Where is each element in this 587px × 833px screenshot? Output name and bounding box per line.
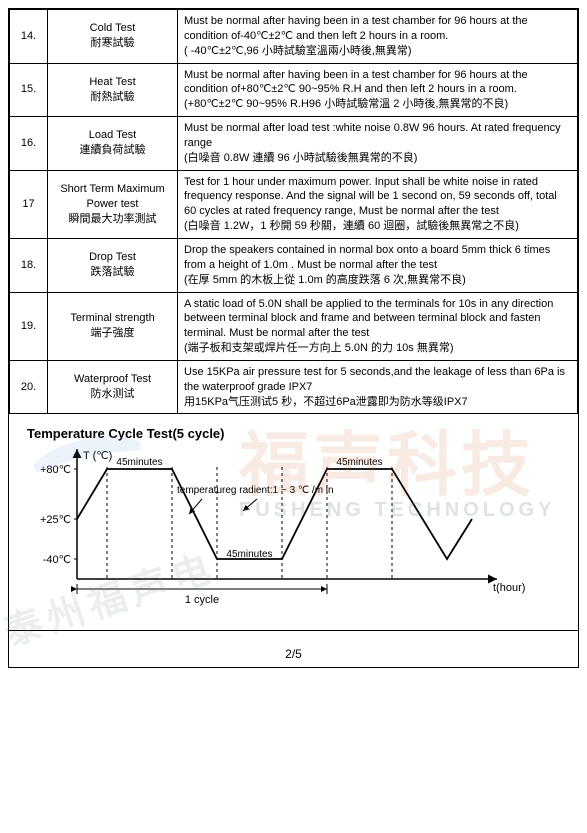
svg-text:temperatureg radient:1 ~ 3 ℃ /: temperatureg radient:1 ~ 3 ℃ /m in bbox=[177, 485, 334, 496]
svg-text:45minutes: 45minutes bbox=[336, 457, 382, 468]
spec-table: 14.Cold Test耐寒試驗Must be normal after hav… bbox=[9, 9, 578, 414]
test-description: Test for 1 hour under maximum power. Inp… bbox=[178, 170, 578, 238]
row-number: 19. bbox=[10, 292, 48, 360]
chart-section: Temperature Cycle Test(5 cycle) T (℃) t(h… bbox=[9, 414, 578, 630]
table-row: 15.Heat Test耐熱試驗Must be normal after hav… bbox=[10, 63, 578, 117]
test-description: Use 15KPa air pressure test for 5 second… bbox=[178, 360, 578, 414]
test-description: Must be normal after having been in a te… bbox=[178, 10, 578, 64]
svg-text:45minutes: 45minutes bbox=[116, 457, 162, 468]
test-description: Must be normal after load test :white no… bbox=[178, 117, 578, 171]
table-row: 16.Load Test連續負荷試驗Must be normal after l… bbox=[10, 117, 578, 171]
test-name: Waterproof Test防水测试 bbox=[48, 360, 178, 414]
test-name: Drop Test跌落試驗 bbox=[48, 238, 178, 292]
svg-text:t(hour): t(hour) bbox=[493, 582, 525, 594]
svg-text:T (℃): T (℃) bbox=[83, 450, 112, 462]
test-name: Short Term Maximum Power test瞬間最大功率測試 bbox=[48, 170, 178, 238]
table-row: 19.Terminal strength端子強度A static load of… bbox=[10, 292, 578, 360]
test-name: Terminal strength端子強度 bbox=[48, 292, 178, 360]
svg-text:+25℃: +25℃ bbox=[40, 514, 71, 526]
document-frame: 福声科技 FUSHENG TECHNOLOGY 泰州福声电 14.Cold Te… bbox=[8, 8, 579, 668]
svg-text:45minutes: 45minutes bbox=[226, 549, 272, 560]
table-row: 14.Cold Test耐寒試驗Must be normal after hav… bbox=[10, 10, 578, 64]
row-number: 18. bbox=[10, 238, 48, 292]
page-footer: 2/5 bbox=[9, 630, 578, 667]
test-name: Load Test連續負荷試驗 bbox=[48, 117, 178, 171]
row-number: 14. bbox=[10, 10, 48, 64]
temperature-cycle-chart: T (℃) t(hour) +80℃ +25℃ -40℃ 45minutes 45minut… bbox=[27, 449, 547, 619]
row-number: 17 bbox=[10, 170, 48, 238]
test-description: Drop the speakers contained in normal bo… bbox=[178, 238, 578, 292]
table-row: 20.Waterproof Test防水测试Use 15KPa air pres… bbox=[10, 360, 578, 414]
test-description: Must be normal after having been in a te… bbox=[178, 63, 578, 117]
test-name: Cold Test耐寒試驗 bbox=[48, 10, 178, 64]
row-number: 20. bbox=[10, 360, 48, 414]
svg-text:-40℃: -40℃ bbox=[43, 554, 71, 566]
chart-title: Temperature Cycle Test(5 cycle) bbox=[27, 426, 560, 441]
test-description: A static load of 5.0N shall be applied t… bbox=[178, 292, 578, 360]
row-number: 15. bbox=[10, 63, 48, 117]
table-row: 17Short Term Maximum Power test瞬間最大功率測試T… bbox=[10, 170, 578, 238]
table-row: 18.Drop Test跌落試驗Drop the speakers contai… bbox=[10, 238, 578, 292]
row-number: 16. bbox=[10, 117, 48, 171]
svg-text:1 cycle: 1 cycle bbox=[185, 594, 219, 606]
svg-text:+80℃: +80℃ bbox=[40, 464, 71, 476]
test-name: Heat Test耐熱試驗 bbox=[48, 63, 178, 117]
